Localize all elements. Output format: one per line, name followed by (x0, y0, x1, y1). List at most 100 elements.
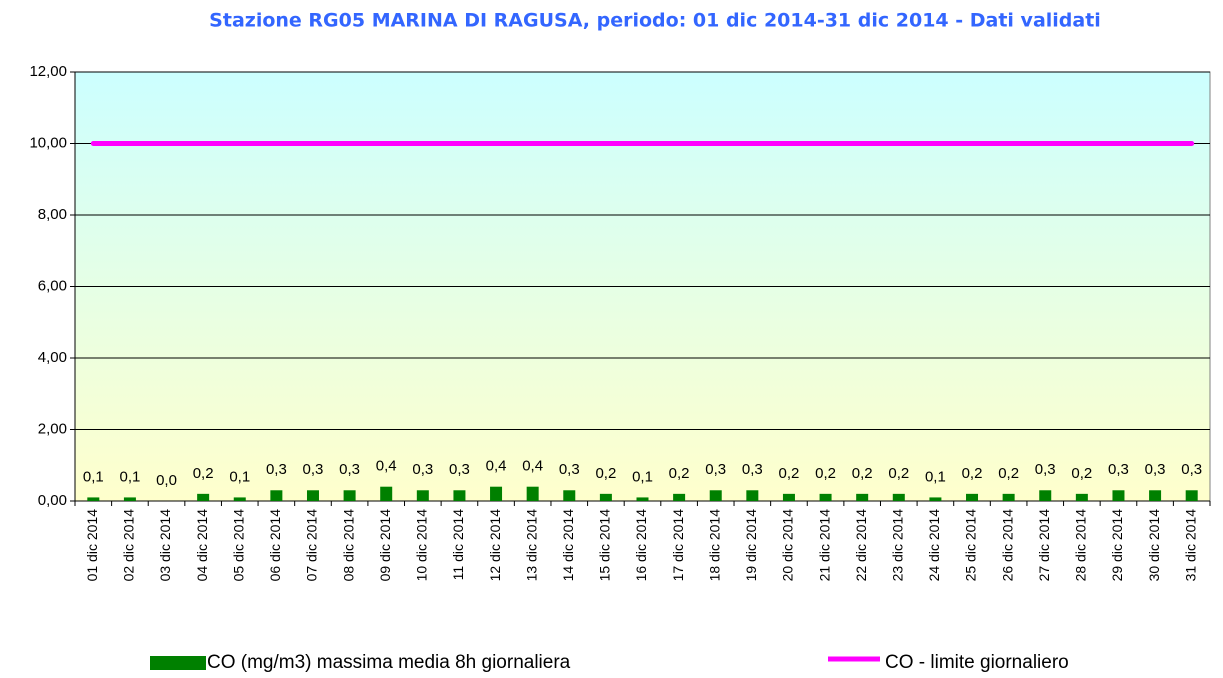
data-label: 0,1 (119, 468, 140, 485)
x-tick-label: 06 dic 2014 (267, 509, 283, 582)
bar (819, 493, 832, 501)
data-label: 0,2 (998, 465, 1019, 482)
x-tick-label: 14 dic 2014 (560, 509, 576, 582)
chart-title: Stazione RG05 MARINA DI RAGUSA, periodo:… (209, 10, 1101, 32)
x-tick-label: 24 dic 2014 (926, 509, 942, 582)
data-label: 0,3 (266, 461, 287, 478)
data-label: 0,2 (852, 465, 873, 482)
data-label: 0,3 (1035, 461, 1056, 478)
x-tick-label: 07 dic 2014 (304, 509, 320, 582)
data-label: 0,2 (815, 465, 836, 482)
x-tick-label: 21 dic 2014 (816, 509, 832, 582)
bar (416, 490, 429, 501)
bar (856, 493, 869, 501)
data-label: 0,3 (412, 461, 433, 478)
x-tick-label: 26 dic 2014 (999, 509, 1015, 582)
x-tick-label: 01 dic 2014 (84, 509, 100, 582)
x-tick-label: 05 dic 2014 (230, 509, 246, 582)
data-label: 0,3 (1145, 461, 1166, 478)
bar (966, 493, 979, 501)
x-tick-label: 27 dic 2014 (1036, 509, 1052, 582)
x-tick-label: 12 dic 2014 (487, 509, 503, 582)
bar (929, 497, 942, 501)
x-tick-label: 23 dic 2014 (889, 509, 905, 582)
y-tick-label: 10,00 (29, 134, 67, 151)
bar (123, 497, 136, 501)
data-label: 0,3 (303, 461, 324, 478)
x-tick-label: 20 dic 2014 (780, 509, 796, 582)
data-label: 0,3 (1181, 461, 1202, 478)
bar (306, 490, 319, 501)
y-tick-label: 12,00 (29, 63, 67, 80)
y-tick-label: 2,00 (38, 420, 67, 437)
data-label: 0,4 (522, 458, 543, 475)
data-label: 0,3 (449, 461, 470, 478)
x-tick-label: 19 dic 2014 (743, 509, 759, 582)
data-label: 0,2 (962, 465, 983, 482)
x-tick-label: 28 dic 2014 (1073, 509, 1089, 582)
data-label: 0,0 (156, 472, 177, 489)
data-label: 0,1 (229, 468, 250, 485)
bar (380, 486, 393, 501)
data-label: 0,2 (779, 465, 800, 482)
x-tick-label: 31 dic 2014 (1182, 509, 1198, 582)
x-tick-label: 15 dic 2014 (597, 509, 613, 582)
bar (1075, 493, 1088, 501)
bar (1039, 490, 1052, 501)
x-tick-label: 17 dic 2014 (670, 509, 686, 582)
x-tick-label: 22 dic 2014 (853, 509, 869, 582)
bar (563, 490, 576, 501)
x-tick-label: 30 dic 2014 (1146, 509, 1162, 582)
data-label: 0,1 (83, 468, 104, 485)
y-tick-label: 0,00 (38, 492, 67, 509)
bar (1112, 490, 1125, 501)
data-label: 0,3 (705, 461, 726, 478)
y-tick-label: 8,00 (38, 206, 67, 223)
bar (526, 486, 539, 501)
bar (673, 493, 686, 501)
x-tick-label: 10 dic 2014 (414, 509, 430, 582)
bar (270, 490, 283, 501)
data-label: 0,2 (193, 465, 214, 482)
legend-label: CO (mg/m3) massima media 8h giornaliera (207, 652, 571, 673)
data-label: 0,2 (888, 465, 909, 482)
x-tick-label: 13 dic 2014 (523, 509, 539, 582)
bar (1002, 493, 1015, 501)
bar (490, 486, 503, 501)
bar (746, 490, 759, 501)
x-tick-label: 11 dic 2014 (450, 509, 466, 581)
x-tick-label: 02 dic 2014 (121, 509, 137, 582)
x-tick-label: 29 dic 2014 (1109, 509, 1125, 582)
data-label: 0,2 (1071, 465, 1092, 482)
bar (636, 497, 649, 501)
data-label: 0,3 (559, 461, 580, 478)
bar (453, 490, 466, 501)
x-tick-label: 18 dic 2014 (706, 509, 722, 582)
x-tick-label: 16 dic 2014 (633, 509, 649, 582)
data-label: 0,1 (925, 468, 946, 485)
y-tick-label: 4,00 (38, 349, 67, 366)
bar (599, 493, 612, 501)
data-label: 0,4 (376, 458, 397, 475)
bar (87, 497, 100, 501)
data-label: 0,3 (742, 461, 763, 478)
bar (709, 490, 722, 501)
x-tick-label: 04 dic 2014 (194, 509, 210, 582)
x-tick-label: 09 dic 2014 (377, 509, 393, 582)
x-tick-label: 08 dic 2014 (340, 509, 356, 582)
data-label: 0,2 (595, 465, 616, 482)
legend-swatch (150, 656, 206, 670)
x-tick-label: 03 dic 2014 (157, 509, 173, 582)
bar (343, 490, 356, 501)
legend-label: CO - limite giornaliero (885, 652, 1069, 673)
bar (233, 497, 246, 501)
bar (1185, 490, 1198, 501)
data-label: 0,2 (669, 465, 690, 482)
data-label: 0,3 (339, 461, 360, 478)
bar (782, 493, 795, 501)
data-label: 0,1 (632, 468, 653, 485)
bar (197, 493, 210, 501)
x-tick-label: 25 dic 2014 (963, 509, 979, 582)
data-label: 0,4 (486, 458, 507, 475)
